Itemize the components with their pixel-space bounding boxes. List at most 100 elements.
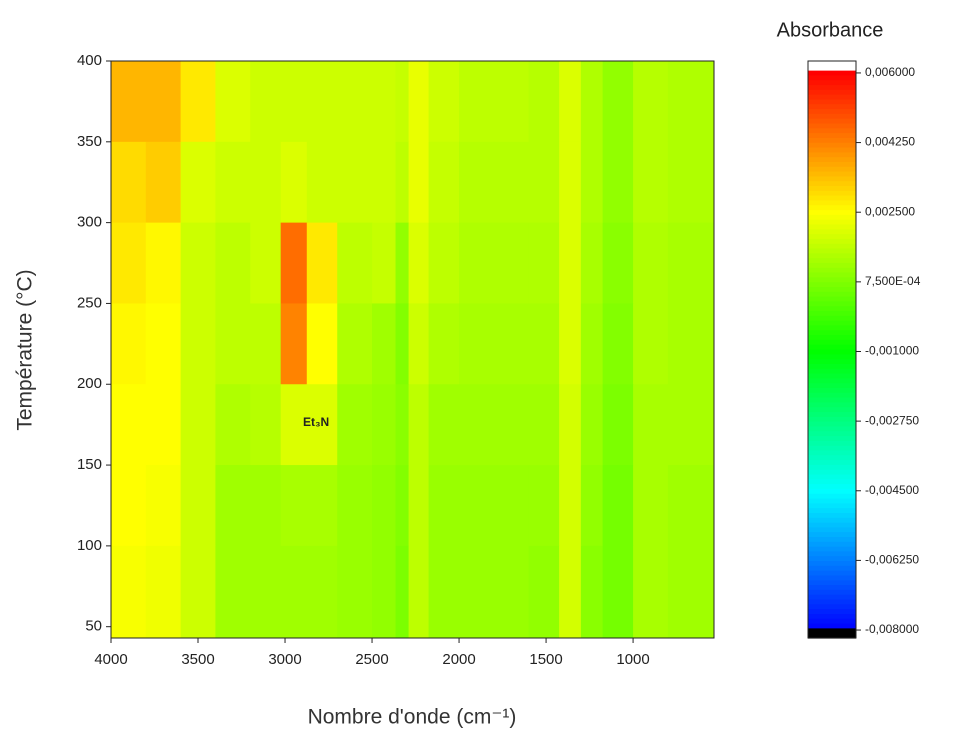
contour-cell [372, 141, 397, 224]
contour-cell [667, 141, 714, 224]
colorbar-band [808, 373, 856, 379]
colorbar-band [808, 291, 856, 298]
y-tick-label: 50 [85, 618, 102, 635]
colorbar-tick-label: 0,004250 [865, 135, 915, 149]
contour-cell [602, 61, 634, 143]
y-tick-label: 200 [77, 375, 102, 392]
contour-cell [559, 61, 582, 143]
contour-cell [280, 61, 308, 143]
colorbar-band [808, 440, 856, 447]
colorbar-title: Absorbance [777, 19, 884, 41]
contour-cell [667, 61, 714, 143]
colorbar-tick-label: -0,008000 [865, 622, 919, 636]
contour-cell [111, 545, 147, 638]
y-tick-label: 100 [77, 537, 102, 554]
contour-cell [372, 384, 397, 466]
contour-cell [667, 303, 714, 385]
contour-cell [180, 141, 216, 224]
contour-cell [145, 384, 182, 466]
colorbar-band [808, 484, 856, 490]
colorbar-band [808, 354, 856, 360]
colorbar-band [808, 594, 856, 601]
contour-cell [667, 384, 714, 466]
colorbar-band [808, 537, 856, 543]
colorbar-band [808, 551, 856, 557]
colorbar-band [808, 628, 856, 634]
contour-cell [559, 545, 582, 638]
contour-cell [428, 303, 460, 385]
colorbar-band [808, 412, 856, 418]
contour-cell [493, 222, 530, 304]
colorbar-band [808, 133, 856, 139]
contour-cell [493, 545, 530, 638]
colorbar-band [808, 200, 856, 206]
colorbar-band [808, 311, 856, 317]
contour-cell [372, 545, 397, 638]
x-tick-label: 3000 [268, 651, 301, 668]
contour-cell [633, 141, 669, 224]
x-tick-label: 2000 [442, 651, 475, 668]
contour-cell [459, 303, 495, 385]
colorbar-band [808, 349, 856, 355]
colorbar-band [808, 89, 856, 96]
colorbar-band [808, 262, 856, 269]
contour-cell [528, 384, 560, 466]
colorbar-band [808, 325, 856, 331]
contour-cell [145, 141, 182, 224]
colorbar-band [808, 195, 856, 202]
colorbar-band [808, 109, 856, 115]
contour-cell [428, 141, 460, 224]
contour-cell [250, 222, 282, 304]
contour-cell [180, 303, 216, 385]
colorbar-band [808, 479, 856, 485]
contour-cell [602, 465, 634, 547]
colorbar-band [808, 210, 856, 216]
contour-cell [180, 465, 216, 547]
colorbar-band [808, 301, 856, 307]
contour-cell [372, 222, 397, 304]
contour-cell [459, 61, 495, 143]
contour-cell [306, 384, 338, 466]
colorbar-band [808, 85, 856, 91]
annotation: Et₃N [303, 415, 329, 429]
colorbar-band [808, 339, 856, 346]
contour-cell [559, 222, 582, 304]
contour-cell [493, 465, 530, 547]
contour-cell [306, 465, 338, 547]
contour-cell [180, 222, 216, 304]
colorbar-band [808, 272, 856, 278]
colorbar-band [808, 190, 856, 197]
contour-cell [580, 303, 604, 385]
contour-cell [395, 465, 410, 547]
contour-cell [528, 545, 560, 638]
colorbar-band [808, 383, 856, 389]
contour-cell [250, 61, 282, 143]
colorbar-band [808, 61, 856, 67]
contour-cell [633, 222, 669, 304]
contour-cell [580, 465, 604, 547]
contour-cell [337, 141, 373, 224]
colorbar-band [808, 488, 856, 495]
colorbar-band [808, 186, 856, 192]
contour-cell [580, 545, 604, 638]
contour-cell [395, 545, 410, 638]
colorbar-band [808, 561, 856, 567]
contour-cell [602, 384, 634, 466]
contour-cell [408, 61, 430, 143]
contour-cell [280, 141, 308, 224]
colorbar-band [808, 157, 856, 163]
colorbar-band [808, 104, 856, 110]
contour-cell [408, 141, 430, 224]
contour-cell [633, 384, 669, 466]
y-tick-label: 350 [77, 133, 102, 150]
colorbar-tick-label: 7,500E-04 [865, 274, 921, 288]
contour-cell [111, 141, 147, 224]
colorbar-band [808, 267, 856, 274]
colorbar-tick-label: 0,002500 [865, 204, 915, 218]
contour-cell [145, 303, 182, 385]
contour-cell [667, 545, 714, 638]
contour-cell [528, 61, 560, 143]
colorbar-band [808, 512, 856, 519]
colorbar-band [808, 99, 856, 105]
